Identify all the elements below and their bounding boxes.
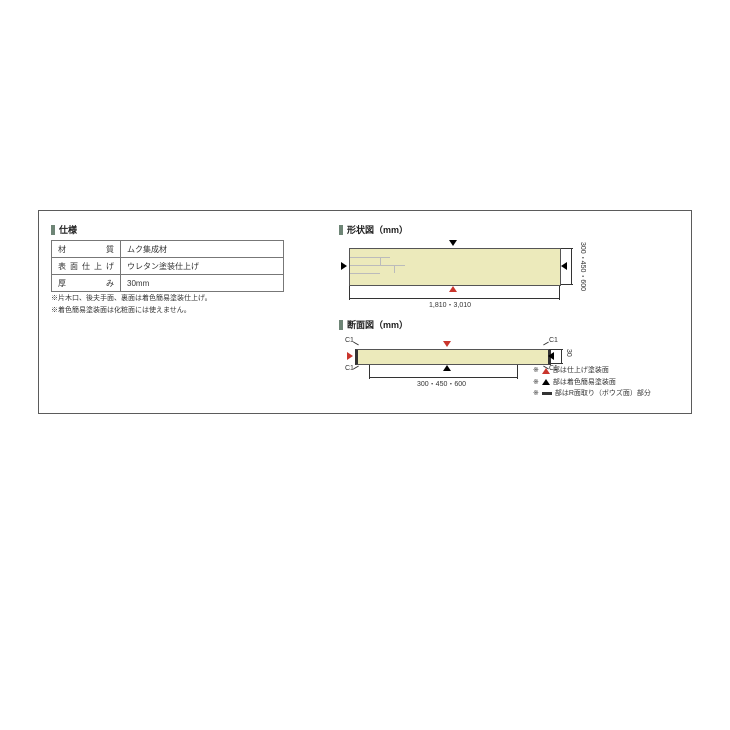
- corner-label: C1: [549, 337, 558, 344]
- triangle-down-red-icon: [443, 341, 451, 347]
- triangle-right-red-icon: [347, 352, 353, 360]
- spec-heading: 仕様: [51, 223, 301, 236]
- section-width-label: 300・450・600: [417, 379, 466, 389]
- spec-key: 厚 み: [52, 275, 121, 292]
- triangle-up-icon: [542, 379, 550, 385]
- heading-bar-icon: [339, 225, 343, 235]
- legend-text: 部は仕上げ塗装面: [553, 365, 609, 376]
- spec-column: 仕様 材 質 ムク集成材 表面仕上げ ウレタン塗装仕上げ 厚 み 30mm ※片…: [51, 223, 301, 316]
- table-row: 表面仕上げ ウレタン塗装仕上げ: [52, 258, 284, 275]
- shape-heading-text: 形状図（mm）: [347, 223, 408, 236]
- legend-text: 部は着色簡易塗装面: [553, 377, 616, 388]
- corner-label: C1: [345, 337, 354, 344]
- table-row: 厚 み 30mm: [52, 275, 284, 292]
- legend-prefix: ※: [533, 388, 539, 399]
- legend-prefix: ※: [533, 377, 539, 388]
- triangle-up-red-icon: [449, 286, 457, 292]
- shape-board: [349, 248, 561, 286]
- diagrams-column: 形状図（mm） 1,810・3,010: [339, 223, 599, 395]
- triangle-up-icon: [443, 365, 451, 371]
- triangle-left-icon: [561, 262, 567, 270]
- spec-key: 表面仕上げ: [52, 258, 121, 275]
- triangle-up-red-icon: [542, 368, 550, 374]
- spec-panel: 仕様 材 質 ムク集成材 表面仕上げ ウレタン塗装仕上げ 厚 み 30mm ※片…: [38, 210, 692, 414]
- heading-bar-icon: [51, 225, 55, 235]
- dim-line: [349, 298, 559, 299]
- section-heading: 断面図（mm）: [339, 318, 599, 331]
- spec-note: ※片木口、後夫手面、裏面は着色簡易塗装仕上げ。: [51, 294, 301, 304]
- spec-value: ウレタン塗装仕上げ: [121, 258, 284, 275]
- heading-bar-icon: [339, 320, 343, 330]
- legend-item: ※ 部は着色簡易塗装面: [533, 377, 673, 388]
- spec-key: 材 質: [52, 241, 121, 258]
- spec-heading-text: 仕様: [59, 223, 77, 236]
- legend-item: ※ 部はR面取り（ボウズ面）部分: [533, 388, 673, 399]
- spec-table: 材 質 ムク集成材 表面仕上げ ウレタン塗装仕上げ 厚 み 30mm: [51, 240, 284, 292]
- shape-height-label: 300・450・600: [577, 242, 587, 291]
- thick-line-icon: [542, 392, 552, 395]
- section-heading-text: 断面図（mm）: [347, 318, 408, 331]
- legend-prefix: ※: [533, 365, 539, 376]
- spec-value: ムク集成材: [121, 241, 284, 258]
- shape-heading: 形状図（mm）: [339, 223, 599, 236]
- spec-value: 30mm: [121, 275, 284, 292]
- spec-note: ※着色簡易塗装面は化粧面には使えません。: [51, 306, 301, 316]
- table-row: 材 質 ムク集成材: [52, 241, 284, 258]
- triangle-left-icon: [548, 352, 554, 360]
- triangle-right-icon: [341, 262, 347, 270]
- legend: ※ 部は仕上げ塗装面 ※ 部は着色簡易塗装面 ※ 部はR面取り（ボウズ面）部分: [533, 365, 673, 399]
- legend-item: ※ 部は仕上げ塗装面: [533, 365, 673, 376]
- shape-width-label: 1,810・3,010: [429, 300, 471, 310]
- section-thickness-label: 30: [565, 349, 572, 357]
- section-board: [355, 349, 551, 365]
- triangle-down-icon: [449, 240, 457, 246]
- legend-text: 部はR面取り（ボウズ面）部分: [555, 388, 651, 399]
- shape-figure: 1,810・3,010 300・450・600: [339, 240, 599, 310]
